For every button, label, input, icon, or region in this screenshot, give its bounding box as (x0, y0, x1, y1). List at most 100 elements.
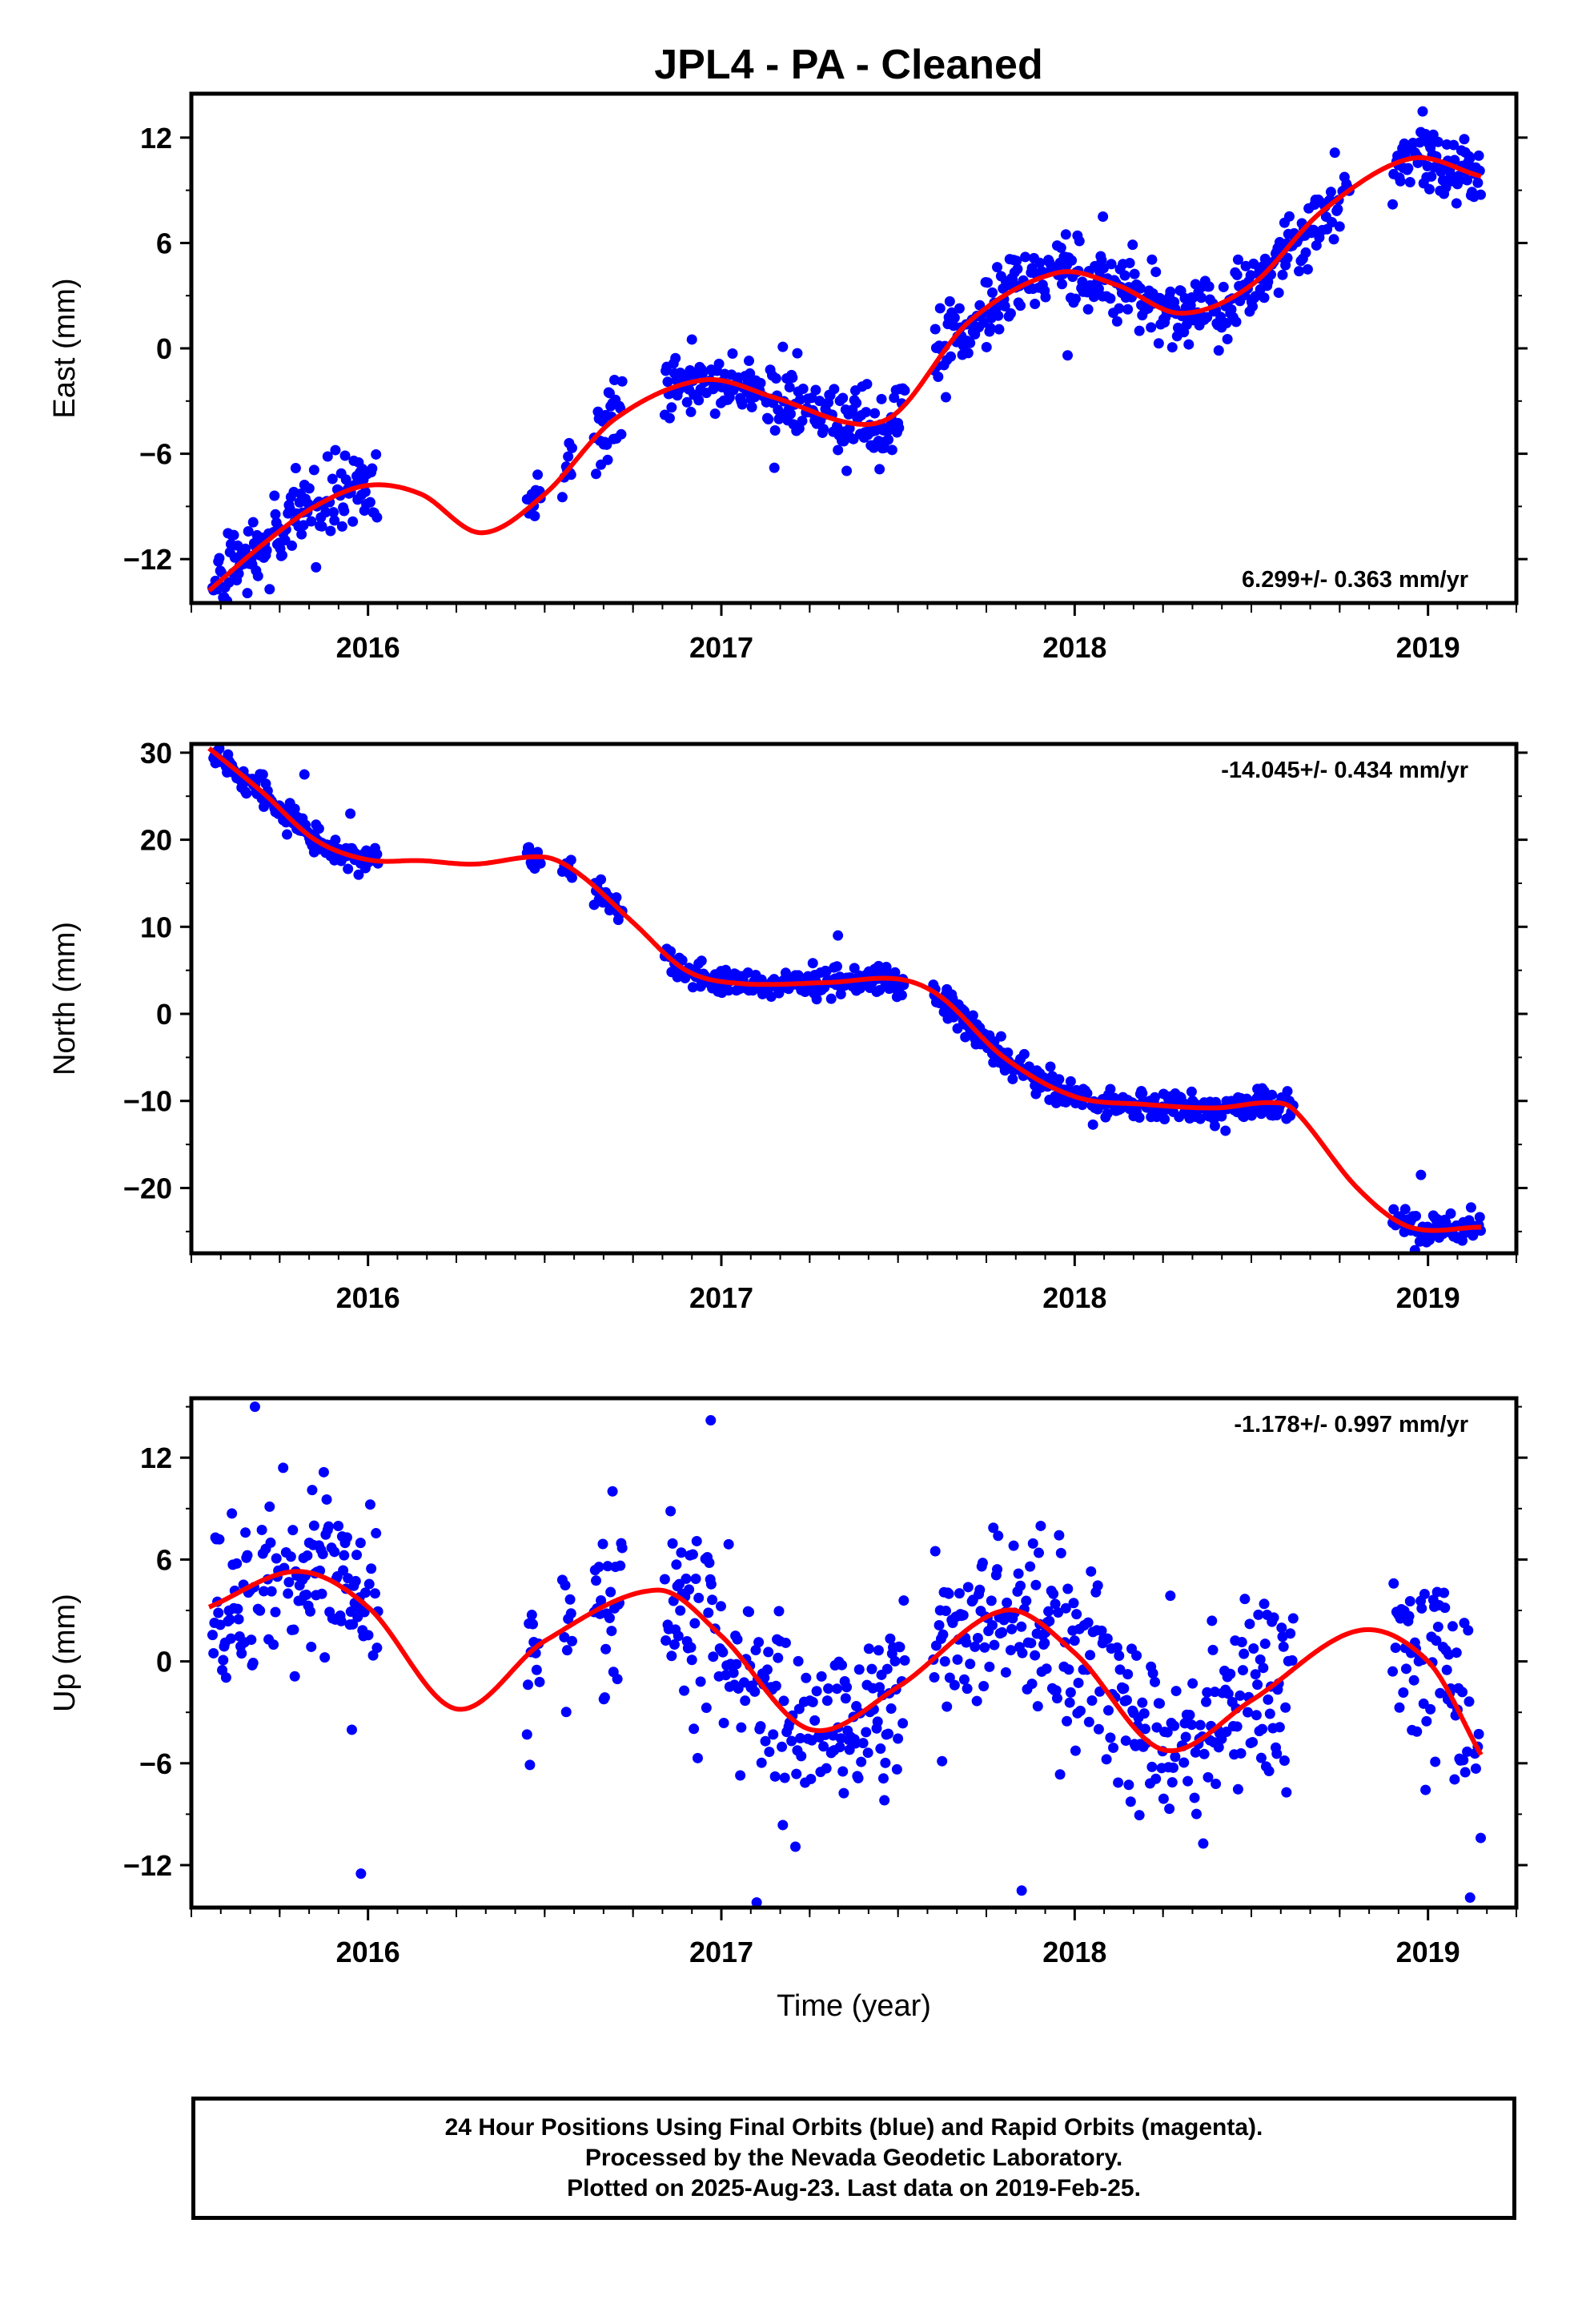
data-point (1158, 1793, 1169, 1804)
data-point (214, 744, 225, 754)
data-point (889, 1655, 901, 1667)
data-point (532, 469, 544, 480)
data-point (1400, 1663, 1411, 1675)
data-point (861, 407, 872, 418)
data-point (749, 1686, 761, 1697)
data-point (214, 553, 225, 564)
data-point (962, 1683, 973, 1695)
data-point (1203, 281, 1215, 292)
data-point (1278, 1641, 1289, 1652)
data-point (982, 277, 993, 288)
data-point (1187, 1678, 1199, 1689)
data-point (763, 414, 774, 425)
data-point (289, 1671, 300, 1682)
y-tick-label: 12 (140, 122, 172, 155)
data-point (1065, 1687, 1076, 1698)
data-point (965, 1659, 976, 1670)
x-tick-label: 2017 (689, 1936, 753, 1968)
data-point (367, 463, 378, 474)
data-point (302, 1550, 313, 1561)
data-point (873, 1645, 884, 1656)
data-point (1255, 1654, 1266, 1665)
data-point (1166, 342, 1178, 353)
data-point (1276, 1622, 1287, 1634)
data-point (937, 1755, 948, 1767)
data-point (1055, 1547, 1066, 1558)
panels: −12 −6 0 6 12 2016 2017 2018 2019 East (mm) 6.299+… (48, 91, 1528, 2023)
data-point (1255, 1752, 1267, 1763)
data-point (1403, 1610, 1415, 1622)
data-point (1015, 1580, 1026, 1591)
data-point (611, 892, 622, 903)
data-point (987, 1619, 998, 1630)
data-point (707, 1594, 718, 1606)
data-point (899, 385, 910, 396)
data-point (1040, 292, 1051, 303)
data-point (1232, 1783, 1243, 1795)
data-point (746, 401, 757, 412)
data-point (252, 570, 263, 581)
outlier-point (833, 930, 844, 941)
data-point (1123, 1779, 1134, 1791)
data-point (1447, 1621, 1458, 1632)
data-point (821, 1763, 832, 1774)
footer-line-1: 24 Hour Positions Using Final Orbits (bl… (444, 2114, 1263, 2141)
data-point (1207, 1644, 1219, 1655)
data-point (1005, 1645, 1016, 1656)
data-point (339, 505, 350, 517)
data-point (1120, 1735, 1131, 1747)
data-point (1474, 1212, 1485, 1223)
data-point (834, 1742, 845, 1753)
data-point (697, 368, 709, 379)
data-point (1151, 1722, 1162, 1733)
data-point (1239, 1648, 1250, 1659)
data-point (821, 1695, 833, 1707)
data-point (602, 1561, 613, 1572)
data-point (287, 540, 298, 551)
data-point (718, 1717, 729, 1728)
outlier-point (1098, 211, 1109, 223)
data-point (1054, 1074, 1065, 1085)
data-point (958, 1674, 970, 1685)
data-point (764, 1747, 775, 1758)
data-point (1119, 270, 1130, 281)
data-point (316, 1588, 327, 1599)
data-point (989, 1639, 1000, 1651)
data-point (596, 1594, 607, 1606)
data-point (1398, 1687, 1409, 1698)
data-point (791, 1768, 802, 1779)
data-point (960, 1031, 971, 1043)
data-point (1170, 1751, 1181, 1763)
data-point (930, 324, 941, 335)
data-point (938, 1629, 949, 1640)
data-point (1114, 1664, 1126, 1675)
data-point (287, 1525, 299, 1536)
data-point (327, 473, 338, 485)
data-point (874, 1682, 885, 1693)
data-point (1070, 1745, 1081, 1756)
data-point (1213, 1742, 1224, 1753)
fit-curve-north (207, 746, 1481, 1233)
data-point (242, 588, 253, 599)
data-point (709, 408, 721, 420)
data-point (1062, 1715, 1073, 1727)
panel-frame-up (189, 1396, 1519, 1910)
y-tick-label: 10 (140, 911, 172, 943)
data-point (693, 395, 705, 406)
data-point (1196, 292, 1207, 304)
data-point (303, 483, 315, 494)
data-point (876, 393, 887, 404)
data-point (347, 1618, 359, 1630)
data-point (665, 1506, 677, 1517)
data-point (666, 402, 677, 413)
data-point (1244, 1618, 1255, 1630)
data-point (669, 1639, 680, 1651)
data-point (1146, 254, 1158, 265)
data-point (675, 1605, 686, 1616)
data-point (1259, 292, 1270, 304)
y-axis-label-north: North (mm) (48, 922, 82, 1076)
data-point (1017, 1647, 1028, 1659)
outlier-point (345, 808, 356, 819)
data-point (765, 991, 777, 1003)
data-point (1087, 1119, 1098, 1130)
